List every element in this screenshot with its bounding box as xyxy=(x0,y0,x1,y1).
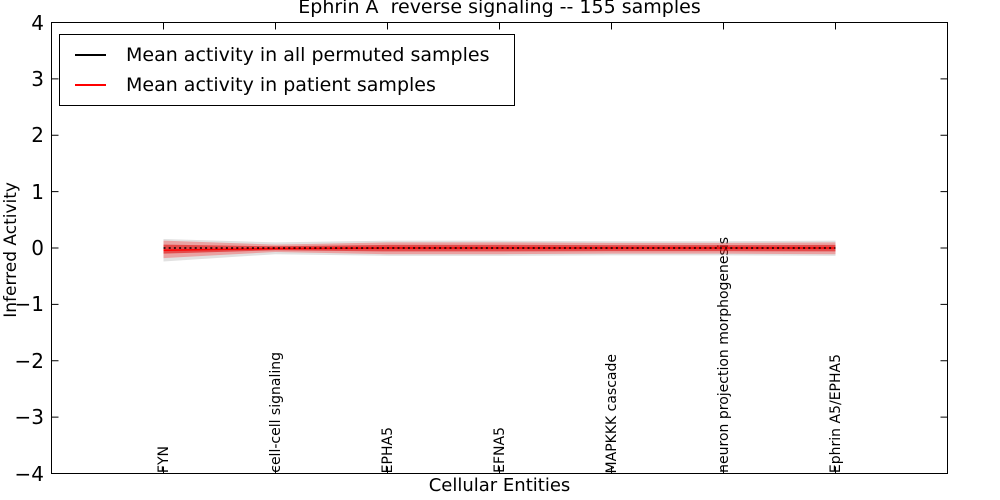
y-axis-label-wrap: Inferred Activity xyxy=(1,0,21,500)
y-axis-label: Inferred Activity xyxy=(1,182,21,318)
y-tick-label: 2 xyxy=(31,123,44,148)
y-tick-label: 3 xyxy=(31,66,44,91)
y-tick-label: 1 xyxy=(31,179,44,204)
legend: Mean activity in all permuted samples Me… xyxy=(59,34,515,106)
band-patient-samples-envelope-inner xyxy=(163,244,836,254)
y-tick-label: −1 xyxy=(14,292,44,317)
y-tick-label: 0 xyxy=(31,236,44,260)
x-axis-label: Cellular Entities xyxy=(428,475,571,496)
legend-line-sample-red xyxy=(75,84,106,86)
legend-label-patient: Mean activity in patient samples xyxy=(126,74,436,96)
y-tick-label: −4 xyxy=(14,461,44,486)
y-tick-label: −3 xyxy=(14,405,44,430)
legend-entry-permuted: Mean activity in all permuted samples xyxy=(75,40,506,70)
series-line-patient xyxy=(163,247,836,252)
legend-label-permuted: Mean activity in all permuted samples xyxy=(126,44,490,66)
y-tick-label: −2 xyxy=(14,348,44,373)
legend-line-sample-black xyxy=(75,54,106,56)
y-tick-label: 4 xyxy=(31,10,44,35)
legend-entry-patient: Mean activity in patient samples xyxy=(75,70,506,100)
chart-title: Ephrin A reverse signaling -- 155 sample… xyxy=(298,0,701,18)
